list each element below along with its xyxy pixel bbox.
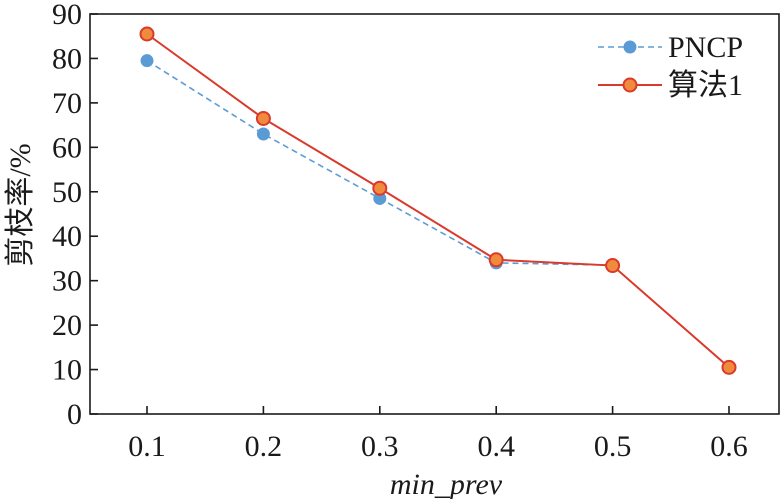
x-axis-ticks: 0.1 0.2 0.3 0.4 0.5 0.6 xyxy=(128,406,748,463)
y-tick-label: 60 xyxy=(52,131,82,164)
series-layer xyxy=(139,26,737,375)
y-tick-label: 10 xyxy=(52,354,82,387)
data-point xyxy=(256,127,270,141)
y-axis-ticks: 0 10 20 30 40 50 60 70 80 90 xyxy=(52,0,98,431)
y-tick-label: 0 xyxy=(67,398,82,431)
y-tick-label: 80 xyxy=(52,42,82,75)
series-1 xyxy=(140,54,620,272)
x-tick-label: 0.5 xyxy=(594,430,632,463)
data-point xyxy=(488,252,504,268)
series-2 xyxy=(139,26,737,375)
series-line xyxy=(146,59,613,266)
y-tick-label: 40 xyxy=(52,220,82,253)
legend-label: 算法1 xyxy=(668,69,743,102)
y-tick-label: 50 xyxy=(52,176,82,209)
data-point xyxy=(139,26,155,42)
y-tick-label: 90 xyxy=(52,0,82,31)
y-tick-label: 30 xyxy=(52,265,82,298)
y-axis-title: 剪枝率/% xyxy=(4,143,37,266)
data-point xyxy=(255,110,271,126)
x-tick-label: 0.2 xyxy=(245,430,283,463)
legend-item: PNCP xyxy=(598,31,743,64)
x-axis-title: min_prev xyxy=(390,468,503,499)
data-point xyxy=(140,54,154,68)
y-tick-label: 70 xyxy=(52,87,82,120)
y-tick-label: 20 xyxy=(52,309,82,342)
plot-frame xyxy=(89,13,780,415)
legend-marker xyxy=(622,77,638,93)
x-tick-label: 0.6 xyxy=(710,430,748,463)
x-tick-label: 0.1 xyxy=(128,430,166,463)
legend-item: 算法1 xyxy=(598,69,743,102)
x-tick-label: 0.3 xyxy=(361,430,399,463)
legend-label: PNCP xyxy=(668,31,743,64)
data-point xyxy=(721,359,737,375)
x-tick-label: 0.4 xyxy=(477,430,515,463)
data-point xyxy=(373,191,387,205)
plot-border xyxy=(89,13,780,415)
data-point xyxy=(605,258,621,274)
legend: PNCP 算法1 xyxy=(598,31,743,102)
legend-marker xyxy=(623,40,637,54)
series-line xyxy=(146,33,730,369)
data-point xyxy=(372,180,388,196)
